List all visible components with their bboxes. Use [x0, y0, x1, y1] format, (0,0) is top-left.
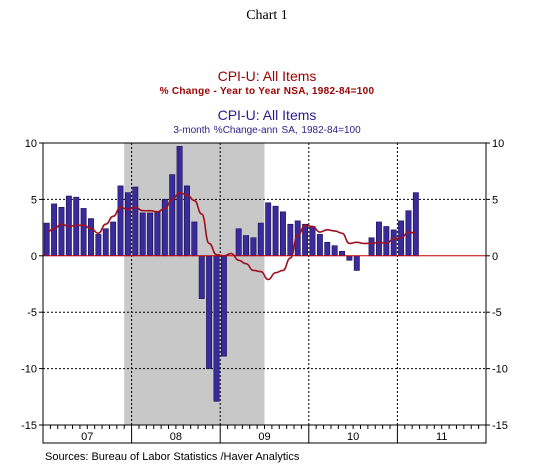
bar [88, 218, 94, 257]
bar [339, 250, 345, 257]
bar [191, 221, 198, 257]
y-tick-label-right: -5 [492, 307, 502, 319]
recession-shading [124, 143, 265, 425]
bar [73, 196, 80, 257]
bar [132, 186, 139, 257]
bar [309, 226, 316, 257]
y-tick-label-left: -15 [21, 420, 37, 432]
bar [390, 229, 397, 257]
bar [117, 185, 124, 257]
bar [324, 241, 331, 257]
y-tick-label-right: 5 [492, 194, 498, 206]
y-tick-label-right: 0 [492, 251, 498, 263]
bar [213, 255, 220, 402]
x-tick-label: 08 [170, 431, 182, 443]
bar [198, 255, 205, 299]
bar [412, 192, 419, 257]
bar [169, 174, 176, 257]
bar [80, 208, 87, 257]
chart-title-bar-series: CPI-U: All Items [217, 107, 317, 123]
bar [95, 234, 102, 257]
bar [110, 221, 117, 257]
x-tick-label: 10 [347, 431, 359, 443]
bar [331, 245, 338, 257]
y-tick-label-left: 5 [31, 194, 37, 206]
bar [147, 212, 154, 257]
chart-subtitle-line-series: % Change - Year to Year NSA, 1982-84=100 [159, 86, 375, 97]
bar [265, 202, 272, 257]
bar [43, 222, 50, 257]
bar [58, 206, 65, 257]
bar [243, 235, 249, 257]
bar [346, 255, 353, 261]
bar [257, 222, 264, 257]
bar [383, 226, 390, 257]
bar [280, 211, 286, 257]
bar [302, 223, 309, 257]
bar [287, 223, 294, 257]
bar [368, 237, 375, 257]
bar [124, 192, 131, 257]
bar [250, 237, 257, 257]
bar [102, 228, 109, 257]
y-tick-label-left: 10 [25, 138, 37, 150]
bar [206, 255, 213, 369]
y-tick-label-left: -10 [21, 364, 37, 376]
bar [220, 255, 227, 357]
gridlines [43, 143, 486, 425]
chart-subtitle-bar-series: 3-month %Change-ann SA, 1982-84=100 [173, 125, 361, 136]
chart-number: Chart 1 [246, 8, 288, 23]
bar [272, 205, 279, 257]
bar [316, 234, 323, 257]
bar [235, 228, 242, 257]
chart-title-line-series: CPI-U: All Items [217, 68, 317, 84]
axis-labels: 10 10 5 5 0 0 -5 -5 -10 -10 -15 -15 07 08 09 10 11 [21, 138, 508, 443]
y-tick-label-right: -15 [492, 420, 508, 432]
x-tick-label: 11 [436, 431, 447, 443]
bar [375, 221, 382, 257]
y-tick-label-right: 10 [492, 138, 504, 150]
bar [353, 255, 360, 271]
x-tick-label: 07 [81, 431, 93, 443]
bar [154, 211, 161, 257]
bar [139, 212, 146, 257]
line-series [46, 191, 416, 281]
axis-ticks [39, 142, 490, 444]
source-note: Sources: Bureau of Labor Statistics /Hav… [45, 451, 300, 463]
y-tick-label-right: -10 [492, 364, 508, 376]
y-tick-label-left: 0 [31, 251, 37, 263]
bar [176, 146, 183, 257]
y-tick-label-left: -5 [27, 307, 37, 319]
bar-series [43, 146, 419, 402]
x-tick-label: 09 [258, 431, 270, 443]
